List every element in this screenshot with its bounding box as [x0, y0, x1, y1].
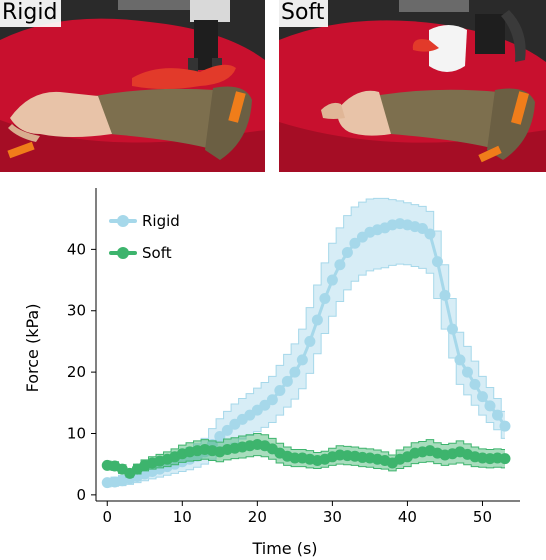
x-tick-label: 0	[102, 508, 112, 526]
photo-label-rigid: Rigid	[0, 0, 62, 27]
point-rigid	[446, 323, 458, 335]
photo-rigid-gripper: Rigid	[0, 0, 265, 172]
point-rigid	[326, 274, 338, 286]
point-soft	[499, 453, 511, 465]
y-tick-label: 10	[67, 424, 86, 442]
legend-label-soft: Soft	[142, 244, 172, 262]
series-soft	[101, 432, 511, 479]
x-tick-label: 20	[248, 508, 267, 526]
x-tick-label: 50	[473, 508, 492, 526]
force-time-chart: 0 10 20 30 40 50 0 10 20 30 40 Time (s) Force (kP…	[23, 188, 520, 558]
point-rigid	[311, 314, 323, 326]
y-ticks: 0 10 20 30 40	[67, 240, 96, 504]
x-tick-label: 30	[323, 508, 342, 526]
point-rigid	[491, 409, 503, 421]
point-rigid	[484, 400, 496, 412]
y-tick-label: 20	[67, 363, 86, 381]
legend-label-rigid: Rigid	[142, 212, 180, 230]
point-rigid	[334, 259, 346, 271]
series-layer	[101, 197, 511, 489]
point-rigid	[431, 256, 443, 268]
x-tick-label: 40	[398, 508, 417, 526]
soft-gripper-photo-image	[279, 0, 546, 172]
y-tick-label: 40	[67, 240, 86, 258]
point-rigid	[281, 375, 293, 387]
band-lower-edge-rigid	[107, 263, 505, 488]
y-axis-label: Force (kPa)	[23, 304, 42, 393]
point-rigid	[304, 335, 316, 347]
point-rigid	[274, 385, 286, 397]
point-rigid	[349, 237, 361, 249]
point-rigid	[461, 366, 473, 378]
band-lower-edge-soft	[107, 455, 505, 478]
y-tick-label: 0	[76, 486, 86, 504]
point-rigid	[214, 431, 226, 443]
point-rigid	[499, 420, 511, 432]
point-rigid	[221, 424, 233, 436]
point-rigid	[424, 228, 436, 240]
point-rigid	[259, 399, 271, 411]
legend: Rigid Soft	[109, 212, 180, 262]
point-rigid	[454, 354, 466, 366]
x-axis-label: Time (s)	[251, 539, 317, 558]
y-tick-label: 30	[67, 302, 86, 320]
legend-marker-rigid	[117, 215, 129, 227]
point-rigid	[266, 394, 278, 406]
band-upper-edge-soft	[107, 432, 505, 471]
x-ticks: 0 10 20 30 40 50	[102, 501, 492, 526]
legend-marker-soft	[117, 247, 129, 259]
rigid-gripper-photo-image	[0, 0, 265, 172]
legend-item-rigid: Rigid	[109, 212, 180, 230]
legend-item-soft: Soft	[109, 244, 172, 262]
point-rigid	[469, 378, 481, 390]
x-tick-label: 10	[173, 508, 192, 526]
photo-label-soft: Soft	[279, 0, 329, 27]
point-rigid	[296, 354, 308, 366]
point-rigid	[341, 246, 353, 258]
point-rigid	[439, 289, 451, 301]
point-rigid	[289, 366, 301, 378]
line-rigid	[107, 222, 507, 485]
point-rigid	[319, 292, 331, 304]
point-rigid	[476, 391, 488, 403]
photo-soft-gripper: Soft	[279, 0, 546, 172]
point-rigid	[416, 223, 428, 235]
